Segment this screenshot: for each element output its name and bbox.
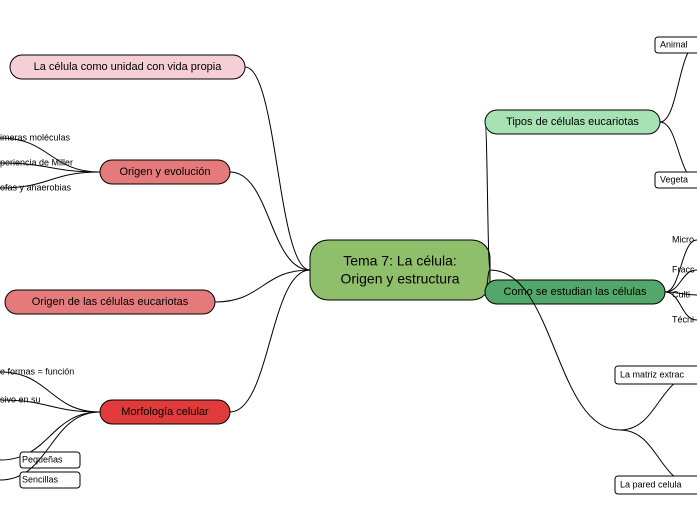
leaf: imeras moléculas [0, 132, 71, 142]
leaf: Micro [672, 234, 694, 244]
branch-r1: Tipos de células eucariotas [506, 116, 639, 128]
center-title-line1: Tema 7: La célula: [343, 253, 457, 269]
branch-r2: Como se estudian las células [503, 286, 647, 298]
leaf: Fracc [672, 264, 695, 274]
leaf: Técni [672, 314, 694, 324]
leaf: La matriz extrac [620, 369, 685, 379]
leaf: Sencillas [22, 474, 59, 484]
leaf: Animal [660, 39, 688, 49]
leaf: ofas y anaerobias [0, 182, 72, 192]
branch-l1: La célula como unidad con vida propia [34, 61, 223, 73]
leaf: e formas = función [0, 366, 74, 376]
branch-l2: Origen y evolución [119, 166, 210, 178]
branch-l3: Origen de las células eucariotas [32, 296, 189, 308]
leaf: Culti [672, 289, 690, 299]
leaf: sivo en su [0, 394, 41, 404]
center-title-line2: Origen y estructura [340, 271, 459, 287]
branch-l4: Morfología celular [121, 406, 209, 418]
leaf: periencia de Miller [0, 157, 73, 167]
leaf: Vegeta [660, 174, 688, 184]
leaf: La pared celula [620, 479, 682, 489]
